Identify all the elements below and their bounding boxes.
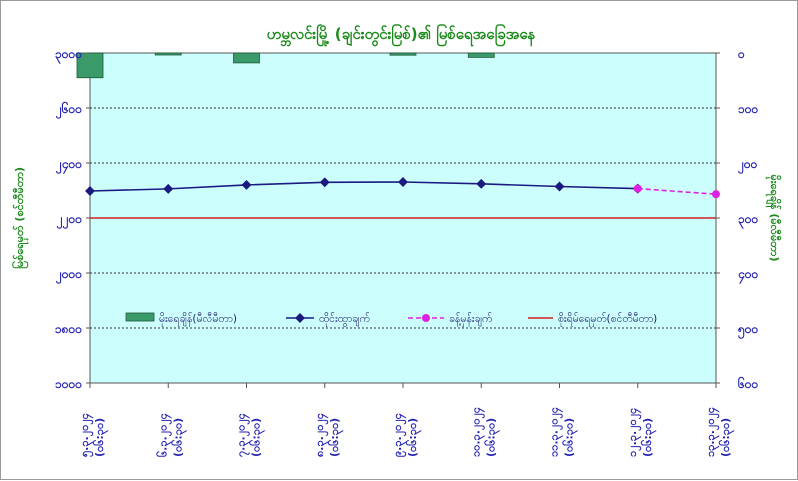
x-tick-label: ၉.၃.၂၀၂၄ (၀၆:၃၀)	[391, 413, 422, 457]
y-tick-left: ၂၆၀၀	[55, 100, 82, 120]
x-tick-label: ၅.၃.၂၀၂၄ (၀၆:၃၀)	[78, 413, 109, 457]
forecast-point	[633, 184, 642, 193]
x-tick-time: (၀၆:၃၀)	[171, 418, 187, 457]
y-tick-right: ၄၀၀	[737, 267, 759, 285]
x-tick-time: (၀၆:၃၀)	[250, 418, 266, 457]
y-tick-right: ၃၀၀	[738, 212, 759, 230]
observed-point	[554, 181, 565, 192]
y-tick-right: ၀	[737, 47, 745, 61]
y-tick-left: ၂၄၀၀	[55, 157, 82, 175]
x-tick-time: (၀၆:၃၀)	[328, 418, 344, 457]
observed-point	[476, 178, 487, 189]
y-tick-right: ၆၀၀	[737, 375, 759, 391]
x-tick-label: ၇.၃.၂၀၂၄ (၀၆:၃၀)	[235, 413, 266, 457]
x-tick-date: ၈.၃.၂၀၂၄	[313, 413, 329, 457]
rain-bar	[467, 52, 495, 58]
legend-swatch-rain	[125, 312, 155, 322]
x-tick-date: ၁၂.၃.၂၀၂၄	[626, 408, 642, 457]
x-tick-label: ၁၃.၃.၂၀၂၄ (၀၆:၃၀)	[704, 407, 735, 457]
x-tick-time: (၀၆:၃၀)	[93, 418, 109, 457]
forecast-line	[637, 187, 717, 195]
x-tick-label: ၁၁.၃.၂၀၂၄ (၀၆:၃၀)	[548, 407, 579, 457]
y-tick-left: ၂၂၀၀	[56, 212, 83, 230]
legend-marker-observed	[295, 313, 305, 323]
x-tick-time: (၀၆:၃၀)	[719, 418, 735, 457]
legend-label-rain: မိုးရေချိန်(မီလီမီတာ)	[159, 312, 237, 327]
level-lines	[85, 177, 720, 219]
x-tick-label: ၁၀.၃.၂၀၂၄ (၀၆:၃၀)	[469, 407, 500, 457]
rainfall-bars	[76, 52, 495, 79]
x-tick-date: ၆.၃.၂၀၂၄	[156, 413, 172, 457]
observed-point	[398, 177, 408, 187]
y-tick-left: ၂၀၀၀	[55, 267, 82, 285]
legend-label-forecast: ခန့်မှန်းချက်	[449, 312, 492, 327]
x-tick-date: ၅.၃.၂၀၂၄	[78, 413, 94, 457]
y-axis-right-label: မိုးရေချိန် (မီလီမီတာ)	[765, 175, 782, 262]
x-tick-label: ၆.၃.၂၀၂၄ (၀၆:၃၀)	[156, 413, 187, 457]
y-tick-left: ၁၈၀၀	[55, 322, 82, 336]
x-tick-date: ၁၁.၃.၂၀၂၄	[548, 407, 564, 457]
x-tick-date: ၇.၃.၂၀၂၄	[235, 413, 251, 457]
rain-bar	[389, 52, 417, 56]
x-tick-label: ၈.၃.၂၀၂၄ (၀၆:၃၀)	[313, 413, 344, 457]
legend-label-warning: စိုးရိမ်ရေမှတ်(စင်တီမီတာ)	[558, 312, 657, 327]
rain-bar	[154, 52, 182, 56]
x-tick-date: ၁၃.၃.၂၀၂၄	[704, 407, 720, 457]
x-tick-time: (၀၆:၃၀)	[484, 418, 500, 457]
observed-point	[85, 186, 95, 196]
chart-title: ဟမ္ဘလင်းမြို့ (ချင်းတွင်းမြစ်)၏ မြစ်ရေအခ…	[267, 23, 536, 47]
y-tick-left: ၁၀၀၀	[55, 377, 82, 391]
x-tick-time: (၀၆:၃၀)	[641, 418, 657, 457]
legend: မိုးရေချိန်(မီလီမီတာ) ထိုင်းထွာချက် ခန့်မှ…	[125, 312, 657, 327]
x-axis-ticks: ၅.၃.၂၀၂၄ (၀၆:၃၀) ၆.၃.၂၀၂၄ (၀၆:၃၀) ၇.၃.၂၀၂၄ (၀…	[78, 383, 735, 457]
observed-point	[241, 179, 252, 190]
y-tick-right: ၅၀၀	[737, 322, 759, 340]
observed-point	[319, 177, 330, 188]
x-tick-label: ၁၂.၃.၂၀၂၄ (၀၆:၃၀)	[626, 408, 657, 457]
observed-point	[163, 183, 174, 194]
legend-label-observed: ထိုင်းထွာချက်	[319, 312, 370, 327]
legend-marker-forecast	[422, 314, 430, 322]
x-tick-date: ၉.၃.၂၀၂၄	[391, 413, 407, 457]
x-tick-time: (၀၆:၃၀)	[563, 418, 579, 457]
y-tick-left: ၃၀၀၀	[55, 47, 82, 65]
y-tick-right: ၁၀၀	[738, 102, 759, 116]
rain-bar	[76, 52, 104, 79]
y-tick-right: ၂၀၀	[737, 157, 758, 175]
x-tick-date: ၁၀.၃.၂၀၂၄	[469, 407, 485, 457]
forecast-point	[712, 190, 720, 199]
rain-bar	[233, 52, 260, 64]
y-axis-left-label: မြစ်ရေမှတ် (စင်တီမီတာ)	[11, 167, 29, 269]
observed-line	[89, 181, 638, 192]
x-tick-time: (၀၆:၃၀)	[406, 418, 422, 457]
